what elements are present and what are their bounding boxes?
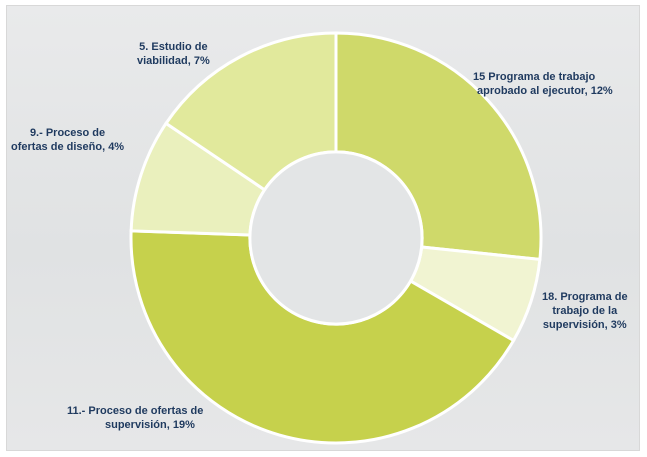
slice-label-3-line1: 9.- Proceso de (29, 127, 106, 139)
slice-label-1: 18. Programa de trabajo de la supervisió… (542, 290, 628, 332)
slice-label-0-line1: 15 Programa de trabajo (473, 71, 596, 83)
donut-hole (248, 150, 424, 326)
slice-label-3-line2: ofertas de diseño, 4% (11, 141, 125, 153)
donut-chart (129, 31, 543, 445)
slice-label-2-line2: supervisión, 19% (105, 419, 195, 431)
chart-area: 15 Programa de trabajo aprobado al ejecu… (6, 5, 640, 451)
slice-label-4: 5. Estudio de viabilidad, 7% (137, 40, 210, 68)
slice-label-1-line3: supervisión, 3% (542, 319, 627, 331)
slice-label-2-line1: 11.- Proceso de ofertas de (67, 405, 204, 417)
slice-label-1-line2: trabajo de la (552, 305, 618, 317)
slice-label-4-line2: viabilidad, 7% (137, 55, 210, 67)
slice-label-0: 15 Programa de trabajo aprobado al ejecu… (473, 70, 613, 98)
slice-label-0-line2: aprobado al ejecutor, 12% (477, 85, 613, 97)
slice-label-3: 9.- Proceso de ofertas de diseño, 4% (11, 126, 124, 154)
slice-label-1-line1: 18. Programa de (542, 291, 628, 303)
slice-label-2: 11.- Proceso de ofertas de supervisión, … (67, 404, 203, 432)
slice-label-4-line1: 5. Estudio de (139, 41, 208, 53)
